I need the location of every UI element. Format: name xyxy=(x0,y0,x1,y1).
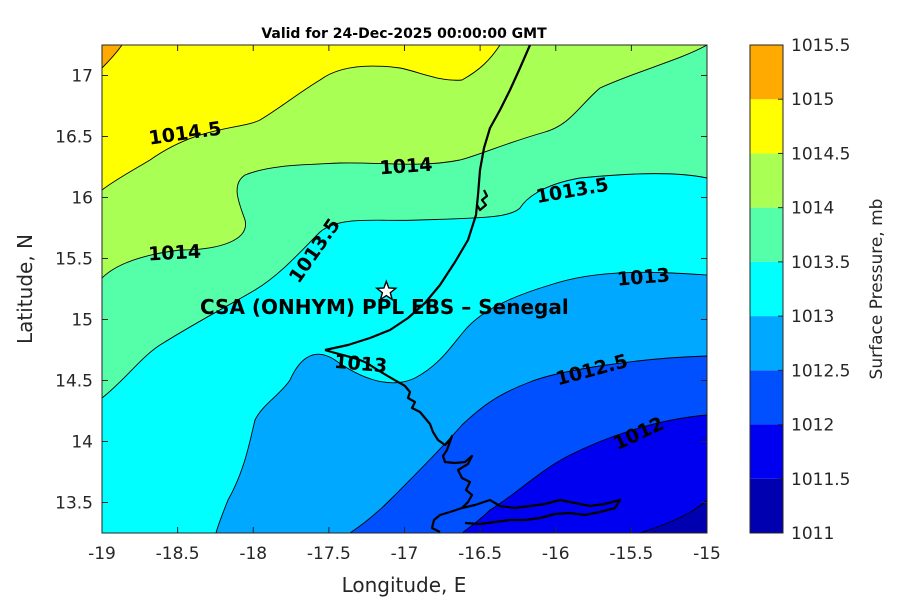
colorbar-segment xyxy=(750,207,783,262)
contour-line-1013 xyxy=(215,271,707,533)
y-tick-label: 16 xyxy=(71,189,93,209)
site-marker-group: CSA (ONHYM) PPL EBS – Senegal xyxy=(200,279,569,319)
coastline-south xyxy=(324,348,474,533)
contour-line-1012 xyxy=(461,414,707,533)
map-area xyxy=(102,45,707,533)
colorbar-segment xyxy=(750,261,783,317)
y-tick-label: 15.5 xyxy=(55,250,93,270)
contour-line-1011-5 xyxy=(639,499,707,533)
colorbar-label: Surface Pressure, mb xyxy=(867,199,887,380)
colorbar-tick-label: 1015 xyxy=(791,90,834,110)
x-axis-label: Longitude, E xyxy=(342,573,467,597)
contour-line-1014-5 xyxy=(102,45,501,191)
colorbar-segment xyxy=(750,316,783,371)
border-hook xyxy=(476,189,489,212)
colorbar-segment xyxy=(750,478,783,533)
contour-label: 1014 xyxy=(379,154,433,180)
x-tick-label: -18 xyxy=(239,544,267,564)
y-tick-label: 16.5 xyxy=(55,128,93,148)
colorbar-tick-label: 1014 xyxy=(791,199,834,219)
x-tick-label: -19 xyxy=(88,544,116,564)
contour-line-1014 xyxy=(102,45,707,279)
x-tick-label: -16 xyxy=(542,544,570,564)
colorbar-tick-label: 1015.5 xyxy=(791,36,850,56)
colorbar-tick-label: 1012 xyxy=(791,416,834,436)
colorbar-segment xyxy=(750,45,783,100)
colorbar-segment xyxy=(750,424,783,479)
y-axis: 13.5 14 14.5 15 15.5 16 16.5 17 xyxy=(55,67,707,514)
x-axis: -19 -18.5 -18 -17.5 -17 -16.5 -16 -15.5 -15 xyxy=(88,45,721,564)
colorbar-tick-label: 1012.5 xyxy=(791,361,850,381)
site-label: CSA (ONHYM) PPL EBS – Senegal xyxy=(200,295,569,319)
y-axis-label: Latitude, N xyxy=(13,234,37,344)
y-tick-label: 14 xyxy=(71,433,93,453)
y-tick-label: 15 xyxy=(71,311,93,331)
colorbar-tick-label: 1011.5 xyxy=(791,470,850,490)
colorbar: 1011 1011.5 1012 1012.5 1013 1013.5 1014 1014.5… xyxy=(749,36,850,544)
contour-label: 1013 xyxy=(616,264,671,291)
y-tick-label: 13.5 xyxy=(55,494,93,514)
colorbar-segment xyxy=(750,99,783,154)
colorbar-tick-label: 1013.5 xyxy=(791,253,850,273)
x-tick-label: -15.5 xyxy=(609,544,653,564)
x-tick-label: -18.5 xyxy=(156,544,200,564)
colorbar-tick-label: 1014.5 xyxy=(791,144,850,164)
contour-line-1015 xyxy=(102,45,123,69)
x-tick-label: -16.5 xyxy=(458,544,502,564)
contour-label: 1013 xyxy=(333,351,388,378)
contour-lines xyxy=(102,45,707,533)
colorbar-segment xyxy=(750,153,783,208)
colorbar-segment xyxy=(750,370,783,425)
site-star-icon xyxy=(374,279,398,302)
chart-title: Valid for 24-Dec-2025 00:00:00 GMT xyxy=(261,26,547,42)
colorbar-frame xyxy=(749,44,784,534)
border-line xyxy=(324,45,532,352)
colorbar-tick-label: 1013 xyxy=(791,307,834,327)
gambia-river xyxy=(461,498,622,526)
y-tick-label: 14.5 xyxy=(55,372,93,392)
contour-line-1013-5 xyxy=(102,173,707,399)
y-tick-label: 17 xyxy=(71,67,93,87)
contour-label: 1014 xyxy=(148,241,202,266)
coastline-and-border xyxy=(324,45,622,533)
x-tick-label: -17.5 xyxy=(307,544,351,564)
x-tick-label: -15 xyxy=(693,544,721,564)
band-1015 xyxy=(102,45,500,190)
contour-line-1012-5 xyxy=(349,355,707,533)
x-tick-label: -17 xyxy=(391,544,419,564)
colorbar-tick-label: 1011 xyxy=(791,524,834,544)
